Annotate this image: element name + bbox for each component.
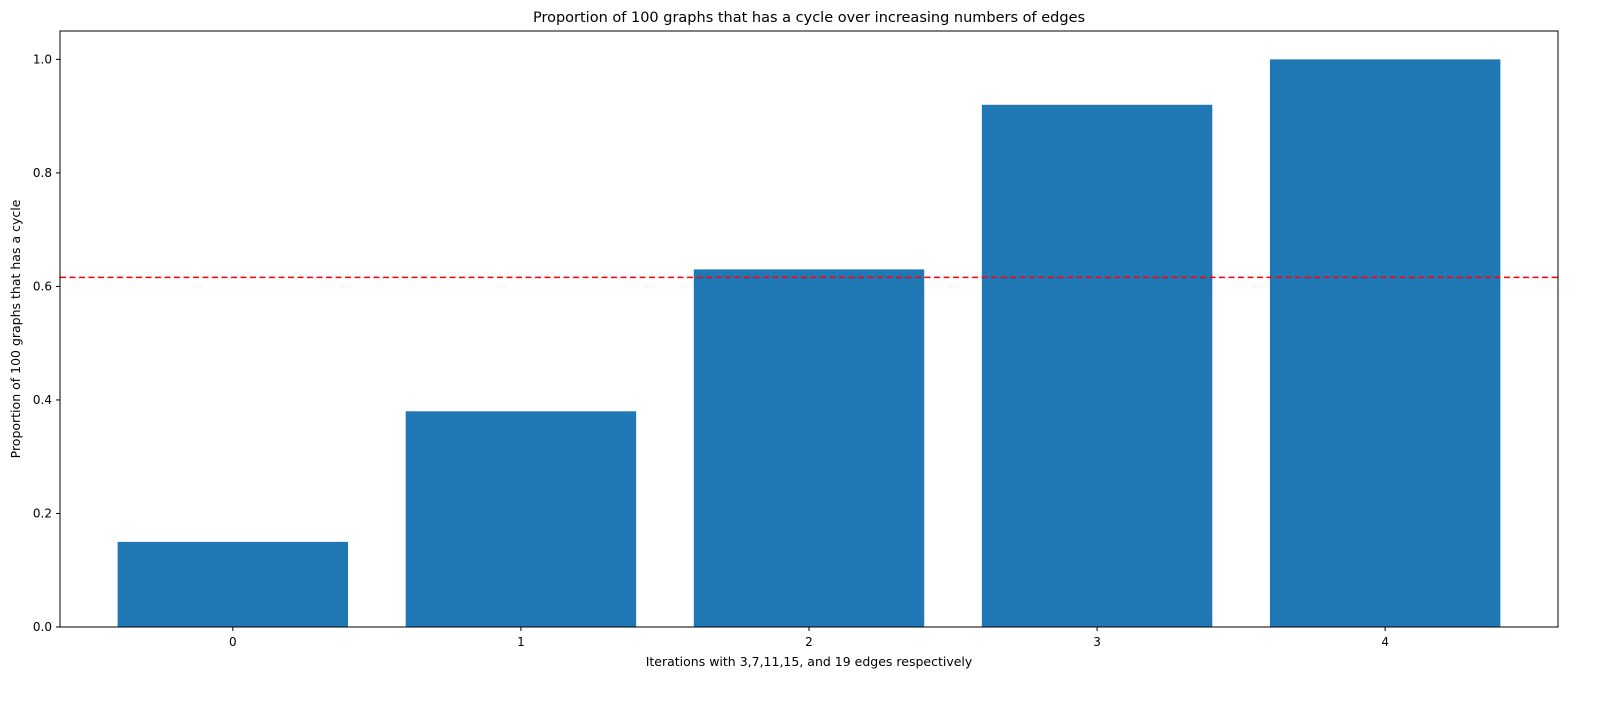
- x-axis-label: Iterations with 3,7,11,15, and 19 edges …: [646, 654, 973, 669]
- y-tick-label: 0.6: [33, 279, 52, 293]
- x-tick-label: 1: [517, 635, 525, 649]
- x-tick-label: 0: [229, 635, 237, 649]
- bar-0: [117, 541, 349, 627]
- y-axis-label: Proportion of 100 graphs that has a cycl…: [8, 199, 23, 458]
- y-tick-label: 0.0: [33, 620, 52, 634]
- x-tick-label: 4: [1381, 635, 1389, 649]
- y-tick-label: 0.8: [33, 166, 52, 180]
- x-tick-label: 2: [805, 635, 813, 649]
- y-tick-label: 0.4: [33, 393, 52, 407]
- bar-3: [981, 104, 1213, 628]
- chart-title: Proportion of 100 graphs that has a cycl…: [533, 10, 1085, 26]
- x-tick-label: 3: [1093, 635, 1101, 649]
- x-axis-ticks: 0 1 2 3 4: [229, 627, 1389, 649]
- bar-1: [405, 411, 637, 627]
- bars-layer: [117, 59, 1501, 628]
- bar-4: [1269, 59, 1501, 627]
- y-tick-label: 1.0: [33, 52, 52, 66]
- y-tick-label: 0.2: [33, 506, 52, 520]
- bar-2: [693, 269, 925, 627]
- y-axis-ticks: 0.0 0.2 0.4 0.6 0.8 1.0: [33, 52, 60, 634]
